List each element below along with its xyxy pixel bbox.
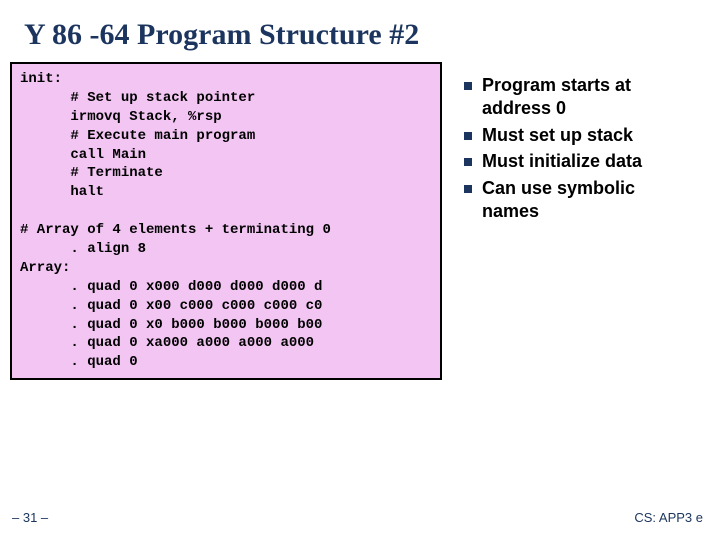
bullet-text: Can use symbolic names (482, 177, 692, 224)
bullet-text: Must initialize data (482, 150, 642, 173)
slide-title: Y 86 -64 Program Structure #2 (0, 0, 719, 52)
bullet-text: Program starts at address 0 (482, 74, 692, 121)
square-bullet-icon (464, 82, 472, 90)
square-bullet-icon (464, 132, 472, 140)
square-bullet-icon (464, 185, 472, 193)
content-row: init: # Set up stack pointer irmovq Stac… (0, 52, 719, 380)
list-item: Must initialize data (464, 150, 692, 173)
list-item: Must set up stack (464, 124, 692, 147)
slide-number: – 31 – (12, 510, 48, 525)
footer-label: CS: APP3 e (634, 510, 703, 525)
code-block: init: # Set up stack pointer irmovq Stac… (10, 62, 442, 380)
list-item: Can use symbolic names (464, 177, 692, 224)
square-bullet-icon (464, 158, 472, 166)
list-item: Program starts at address 0 (464, 74, 692, 121)
bullet-list: Program starts at address 0 Must set up … (442, 62, 692, 226)
bullet-text: Must set up stack (482, 124, 633, 147)
